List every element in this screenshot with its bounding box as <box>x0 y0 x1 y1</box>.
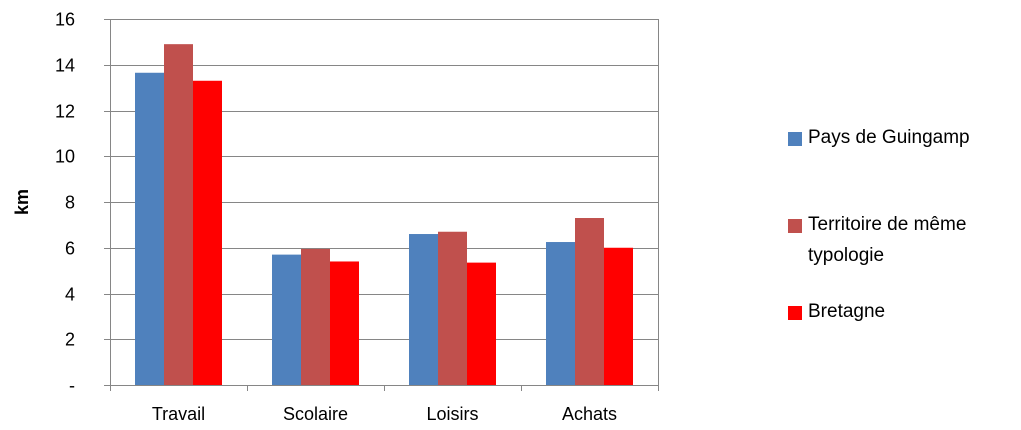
legend-label: Bretagne <box>808 301 886 322</box>
y-tick-label: 14 <box>55 56 75 76</box>
bar <box>467 262 496 385</box>
y-axis-label: km <box>12 189 32 215</box>
bar <box>301 248 330 385</box>
bar <box>546 242 575 385</box>
y-tick-label: 10 <box>55 147 75 167</box>
bar <box>135 72 164 385</box>
bar <box>164 44 193 385</box>
legend-item-bretagne: Bretagne <box>788 300 1021 327</box>
y-tick-label: 4 <box>65 285 75 305</box>
bars <box>135 44 633 385</box>
x-tick-labels: Travail Scolaire Loisirs Achats <box>152 404 617 424</box>
bar <box>272 254 301 385</box>
bar <box>409 234 438 385</box>
x-tick-label: Travail <box>152 404 205 424</box>
y-tick-label: - <box>69 376 75 396</box>
legend-label: Pays de Guingamp <box>808 127 970 148</box>
y-tick-label: 2 <box>65 330 75 350</box>
axes <box>104 19 659 391</box>
x-tick-label: Achats <box>562 404 617 424</box>
bar <box>330 261 359 385</box>
y-tick-label: 6 <box>65 239 75 259</box>
legend-swatch-territoire <box>788 219 802 233</box>
y-tick-label: 8 <box>65 193 75 213</box>
y-tick-label: 16 <box>55 10 75 30</box>
y-tick-label: 12 <box>55 102 75 122</box>
bar <box>438 231 467 385</box>
legend-item-pays-de-guingamp: Pays de Guingamp <box>788 126 1021 153</box>
legend-swatch-bretagne <box>788 306 802 320</box>
bar <box>575 218 604 385</box>
x-tick-label: Loisirs <box>426 404 478 424</box>
bar <box>193 80 222 385</box>
legend-swatch-pays-de-guingamp <box>788 132 802 146</box>
legend-item-territoire-de-meme-typologie: Territoire de même typologie <box>788 213 1021 271</box>
legend-label: Territoire de même typologie <box>808 214 967 266</box>
y-tick-labels: - 2 4 6 8 10 12 14 16 <box>55 10 75 396</box>
bar <box>604 247 633 385</box>
x-tick-label: Scolaire <box>283 404 348 424</box>
